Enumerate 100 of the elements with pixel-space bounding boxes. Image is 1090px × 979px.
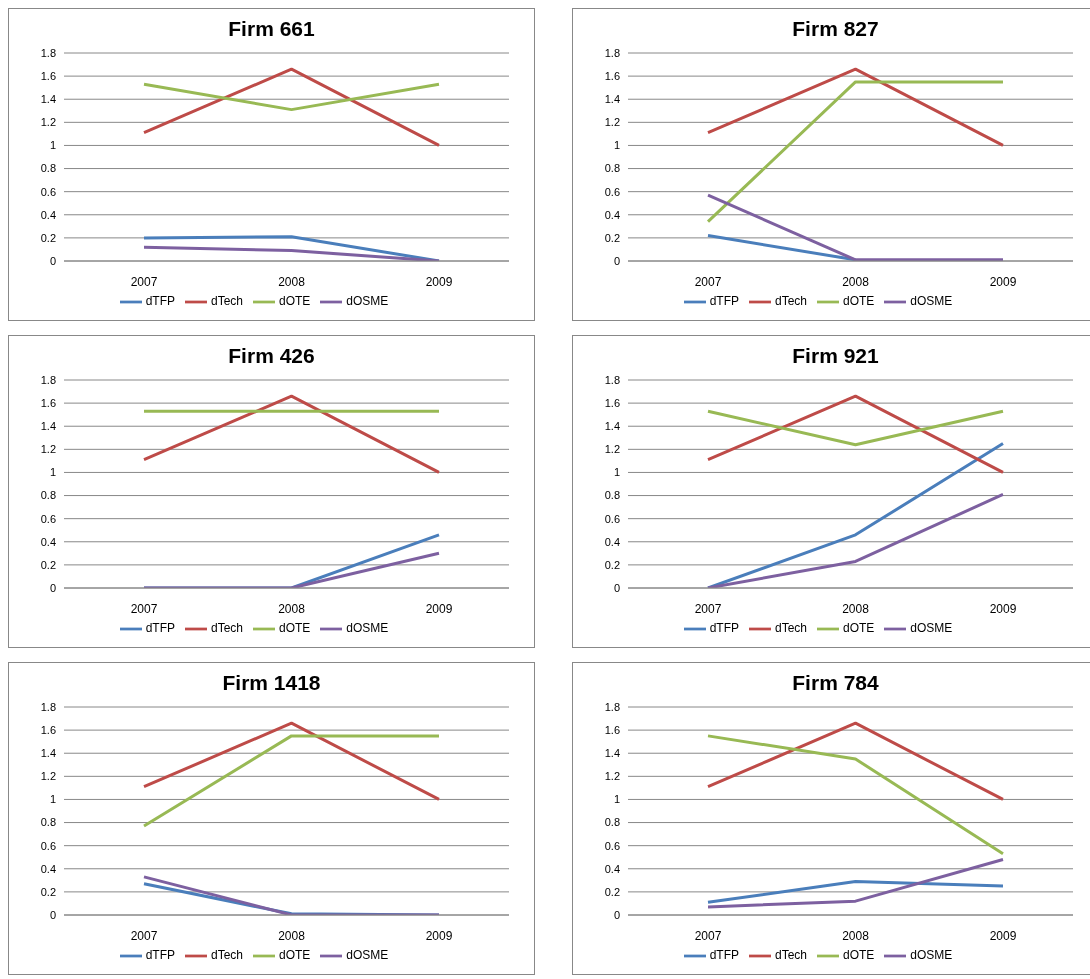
legend-label: dOSME — [346, 948, 389, 963]
legend-label: dOSME — [346, 294, 389, 309]
y-tick-label: 1.6 — [40, 70, 56, 83]
y-tick-label: 1.2 — [604, 116, 620, 129]
y-tick-label: 1.6 — [40, 397, 56, 410]
y-tick-label: 1.6 — [604, 724, 620, 737]
x-tick-label: 2007 — [694, 928, 722, 943]
y-tick-label: 0 — [613, 254, 620, 267]
x-tick-label: 2009 — [425, 928, 453, 943]
x-tick-label: 2008 — [278, 274, 306, 289]
legend-label: dTech — [774, 621, 807, 636]
x-tick-label: 2008 — [842, 601, 870, 616]
legend-label: dTFP — [709, 621, 739, 636]
y-tick-label: 1.4 — [40, 747, 56, 760]
y-tick-label: 0.6 — [604, 512, 620, 525]
chart-title: Firm 921 — [791, 344, 880, 369]
x-tick-label: 2007 — [694, 601, 722, 616]
chart-title: Firm 1418 — [221, 671, 322, 696]
x-tick-label: 2008 — [278, 928, 306, 943]
y-tick-label: 0 — [49, 908, 56, 921]
y-tick-label: 0.4 — [40, 535, 56, 548]
y-tick-label: 1.8 — [40, 46, 56, 59]
y-tick-label: 0.8 — [40, 816, 56, 829]
y-tick-label: 0.4 — [604, 535, 620, 548]
y-tick-label: 0 — [49, 254, 56, 267]
x-tick-label: 2007 — [130, 928, 158, 943]
x-tick-label: 2008 — [278, 601, 306, 616]
x-tick-label: 2009 — [425, 274, 453, 289]
legend-label: dOTE — [279, 621, 311, 636]
y-tick-label: 1.2 — [604, 443, 620, 456]
y-tick-label: 1 — [49, 793, 56, 806]
legend-label: dTech — [210, 948, 243, 963]
y-tick-label: 0.4 — [604, 208, 620, 221]
y-tick-label: 1.8 — [604, 373, 620, 386]
x-tick-label: 2007 — [694, 274, 722, 289]
y-tick-label: 0.8 — [604, 816, 620, 829]
chart-title: Firm 827 — [791, 17, 880, 42]
legend-label: dTech — [210, 294, 243, 309]
y-tick-label: 1.6 — [40, 724, 56, 737]
y-tick-label: 0 — [613, 581, 620, 594]
y-tick-label: 0.6 — [40, 185, 56, 198]
legend-label: dOTE — [843, 621, 875, 636]
legend-label: dOSME — [346, 621, 389, 636]
y-tick-label: 0.4 — [604, 862, 620, 875]
y-tick-label: 1.4 — [604, 747, 620, 760]
x-tick-label: 2008 — [842, 928, 870, 943]
y-tick-label: 1 — [613, 466, 620, 479]
y-tick-label: 0.2 — [604, 558, 620, 571]
y-tick-label: 1.8 — [40, 700, 56, 713]
x-tick-label: 2007 — [130, 601, 158, 616]
legend-label: dOTE — [843, 294, 875, 309]
x-tick-label: 2009 — [989, 928, 1017, 943]
chart-title: Firm 426 — [227, 344, 316, 369]
y-tick-label: 1.2 — [40, 443, 56, 456]
chart-title: Firm 661 — [227, 17, 316, 42]
y-tick-label: 1 — [613, 793, 620, 806]
y-tick-label: 1 — [49, 466, 56, 479]
x-tick-label: 2007 — [130, 274, 158, 289]
y-tick-label: 0.8 — [604, 162, 620, 175]
y-tick-label: 1.4 — [40, 420, 56, 433]
y-tick-label: 0.4 — [40, 208, 56, 221]
y-tick-label: 0.2 — [40, 558, 56, 571]
y-tick-label: 1.4 — [604, 420, 620, 433]
x-tick-label: 2009 — [989, 601, 1017, 616]
y-tick-label: 0.4 — [40, 862, 56, 875]
legend-label: dTech — [774, 948, 807, 963]
y-tick-label: 1.2 — [40, 116, 56, 129]
y-tick-label: 1 — [613, 139, 620, 152]
y-tick-label: 0.2 — [40, 231, 56, 244]
y-tick-label: 1.2 — [40, 770, 56, 783]
y-tick-label: 1.8 — [604, 46, 620, 59]
x-tick-label: 2009 — [425, 601, 453, 616]
y-tick-label: 0.6 — [40, 512, 56, 525]
y-tick-label: 1.2 — [604, 770, 620, 783]
chart-title: Firm 784 — [791, 671, 880, 696]
x-tick-label: 2008 — [842, 274, 870, 289]
legend-label: dOSME — [910, 294, 953, 309]
legend-label: dTFP — [145, 948, 175, 963]
x-tick-label: 2009 — [989, 274, 1017, 289]
legend-label: dTech — [774, 294, 807, 309]
legend-label: dTFP — [709, 294, 739, 309]
y-tick-label: 1.8 — [604, 700, 620, 713]
y-tick-label: 0.2 — [40, 885, 56, 898]
y-tick-label: 1 — [49, 139, 56, 152]
y-tick-label: 1.4 — [40, 93, 56, 106]
legend-label: dOTE — [279, 294, 311, 309]
y-tick-label: 1.4 — [604, 93, 620, 106]
y-tick-label: 0.2 — [604, 231, 620, 244]
y-tick-label: 0.8 — [604, 489, 620, 502]
y-tick-label: 1.6 — [604, 70, 620, 83]
y-tick-label: 0.8 — [40, 489, 56, 502]
y-tick-label: 0 — [613, 908, 620, 921]
legend-label: dOTE — [279, 948, 311, 963]
y-tick-label: 0.2 — [604, 885, 620, 898]
y-tick-label: 1.8 — [40, 373, 56, 386]
legend-label: dOSME — [910, 948, 953, 963]
legend-label: dTFP — [145, 294, 175, 309]
y-tick-label: 0.6 — [604, 839, 620, 852]
y-tick-label: 0.8 — [40, 162, 56, 175]
y-tick-label: 1.6 — [604, 397, 620, 410]
